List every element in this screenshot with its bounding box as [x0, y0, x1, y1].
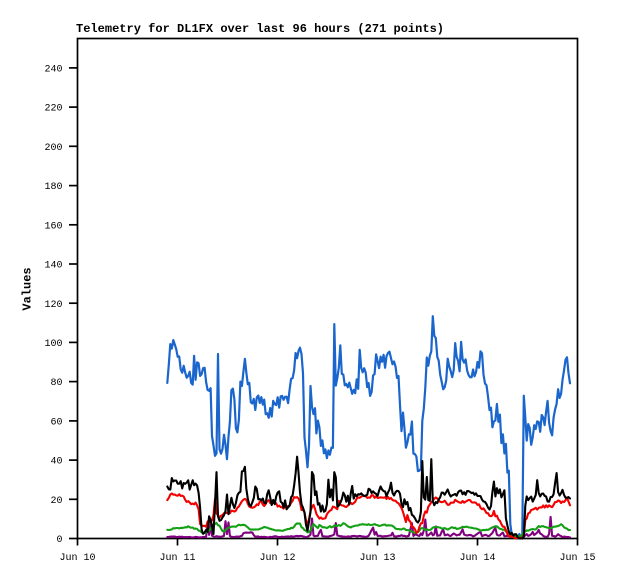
svg-text:Jun 12: Jun 12	[259, 553, 295, 564]
svg-text:Jun 11: Jun 11	[159, 553, 195, 564]
svg-text:Values: Values	[21, 267, 35, 310]
svg-text:220: 220	[44, 104, 62, 115]
svg-text:Jun 13: Jun 13	[359, 553, 395, 564]
svg-text:Jun 10: Jun 10	[59, 553, 95, 564]
svg-text:0: 0	[56, 535, 62, 546]
svg-text:60: 60	[50, 418, 62, 429]
svg-text:100: 100	[44, 339, 62, 350]
svg-text:120: 120	[44, 300, 62, 311]
svg-text:200: 200	[44, 143, 62, 154]
svg-text:Jun 14: Jun 14	[459, 553, 495, 564]
svg-text:180: 180	[44, 182, 62, 193]
svg-text:160: 160	[44, 221, 62, 232]
svg-text:240: 240	[44, 65, 62, 76]
svg-text:40: 40	[50, 457, 62, 468]
svg-text:Telemetry for DL1FX over last: Telemetry for DL1FX over last 96 hours (…	[76, 22, 444, 36]
svg-text:Jun 15: Jun 15	[559, 553, 595, 564]
svg-text:20: 20	[50, 496, 62, 507]
svg-text:80: 80	[50, 378, 62, 389]
svg-text:140: 140	[44, 261, 62, 272]
